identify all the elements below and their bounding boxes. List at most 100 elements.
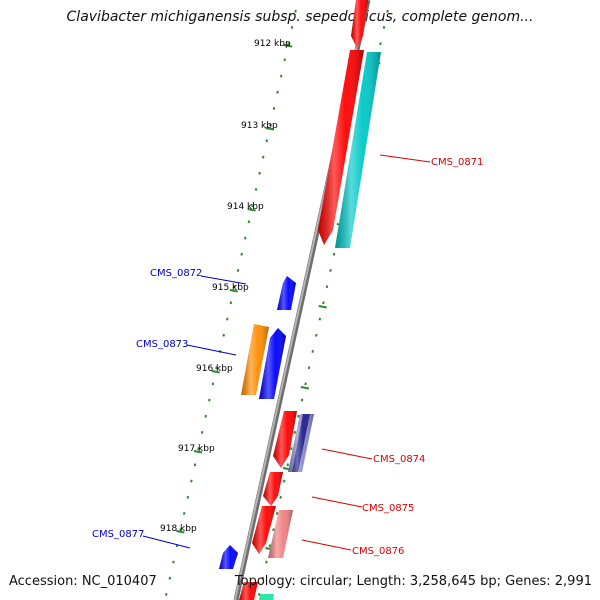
gene-pink[interactable]: [268, 510, 293, 558]
major-tick: [318, 305, 327, 309]
minor-tick: [276, 90, 279, 94]
gene-red-long[interactable]: [318, 50, 364, 245]
minor-tick: [318, 317, 322, 321]
minor-tick: [261, 576, 265, 580]
minor-tick: [182, 512, 186, 515]
minor-tick: [258, 593, 261, 596]
gene-red-bottom[interactable]: [239, 582, 258, 600]
gene-features: [219, 0, 381, 600]
label-cms-0875: CMS_0875: [362, 503, 414, 514]
minor-tick: [293, 431, 297, 434]
minor-tick: [329, 269, 332, 272]
gene-blue-small[interactable]: [277, 276, 296, 310]
label-cms-0874: CMS_0874: [373, 454, 425, 465]
major-tick: [247, 208, 256, 212]
minor-tick: [268, 544, 272, 548]
minor-tick: [325, 285, 329, 289]
accession-text: Accession: NC_010407: [9, 574, 157, 589]
label-cms-0873: CMS_0873: [136, 339, 188, 350]
minor-tick: [186, 495, 190, 499]
minor-tick: [290, 447, 293, 451]
gene-red-a[interactable]: [273, 411, 297, 468]
minor-tick: [236, 269, 240, 272]
label-cms-0871: CMS_0871: [431, 157, 483, 168]
minor-tick: [300, 398, 304, 402]
minor-tick: [247, 220, 251, 224]
major-tick: [300, 386, 310, 390]
minor-tick: [283, 58, 286, 62]
label-cms-0872: CMS_0872: [150, 268, 202, 279]
major-tick: [283, 44, 293, 48]
minor-tick: [307, 366, 311, 370]
minor-tick: [215, 366, 218, 370]
minor-tick: [322, 301, 325, 305]
minor-tick: [208, 398, 211, 402]
minor-tick: [204, 414, 207, 418]
minor-tick: [275, 512, 279, 515]
scale-label-915: 915 kbp: [212, 283, 249, 293]
minor-tick: [279, 495, 282, 499]
minor-tick: [311, 350, 314, 353]
minor-tick: [251, 204, 254, 208]
major-tick: [211, 370, 220, 374]
gene-red-b[interactable]: [263, 472, 283, 506]
scale-label-918: 918 kbp: [160, 524, 197, 534]
major-tick: [176, 530, 185, 534]
minor-tick: [265, 560, 268, 564]
minor-tick: [315, 333, 318, 337]
minor-tick: [258, 171, 261, 175]
minor-tick: [244, 236, 247, 240]
minor-tick: [269, 123, 272, 127]
minor-tick: [229, 301, 233, 305]
major-tick: [229, 289, 238, 293]
major-tick: [193, 450, 203, 454]
genome-summary-text: Topology: circular; Length: 3,258,645 bp…: [234, 574, 592, 589]
scale-label-916: 916 kbp: [196, 364, 233, 374]
minor-tick: [200, 431, 204, 434]
minor-tick: [172, 560, 175, 564]
minor-tick: [286, 463, 289, 467]
minor-tick: [165, 593, 168, 596]
minor-tick: [261, 155, 265, 159]
minor-tick: [233, 285, 236, 289]
gene-top-red[interactable]: [351, 0, 368, 48]
minor-tick: [265, 139, 269, 143]
gene-blue-bottom[interactable]: [219, 545, 238, 569]
scale-label-912: 912 kbp: [254, 39, 291, 49]
minor-tick: [282, 479, 286, 483]
minor-tick: [190, 479, 193, 483]
gene-navy[interactable]: [288, 414, 314, 472]
minor-tick: [272, 107, 276, 110]
minor-tick: [379, 42, 382, 46]
minor-tick: [211, 382, 215, 386]
label-cms-0876: CMS_0876: [352, 546, 404, 557]
scale-labels: 912 kbp 913 kbp 914 kbp 915 kbp 916 kbp …: [160, 39, 291, 534]
minor-tick: [168, 576, 172, 580]
minor-tick: [386, 9, 389, 13]
map-title: Clavibacter michiganensis subsp. sepedon…: [66, 9, 534, 25]
minor-tick: [294, 9, 297, 13]
gene-blue-mid[interactable]: [259, 328, 286, 399]
gene-orange[interactable]: [241, 324, 269, 395]
minor-tick: [197, 447, 200, 451]
major-tick: [265, 127, 274, 131]
minor-tick: [179, 528, 182, 532]
minor-tick: [240, 252, 243, 256]
minor-tick: [287, 42, 290, 46]
scale-label-913: 913 kbp: [241, 121, 278, 131]
gene-labels: CMS_0871 CMS_0872 CMS_0873 CMS_0874 CMS_…: [92, 154, 483, 557]
minor-tick: [222, 333, 225, 337]
minor-tick: [193, 463, 197, 467]
minor-tick: [290, 26, 294, 29]
minor-tick: [279, 74, 283, 78]
scale-label-914: 914 kbp: [227, 202, 264, 212]
label-cms-0877: CMS_0877: [92, 529, 144, 540]
minor-tick: [332, 252, 336, 256]
minor-tick: [272, 528, 275, 532]
gene-cyan-long[interactable]: [335, 52, 381, 248]
minor-tick: [304, 382, 307, 386]
scale-label-917: 917 kbp: [178, 444, 215, 454]
gene-red-c[interactable]: [252, 506, 276, 554]
gene-teal-bottom[interactable]: [259, 594, 274, 600]
